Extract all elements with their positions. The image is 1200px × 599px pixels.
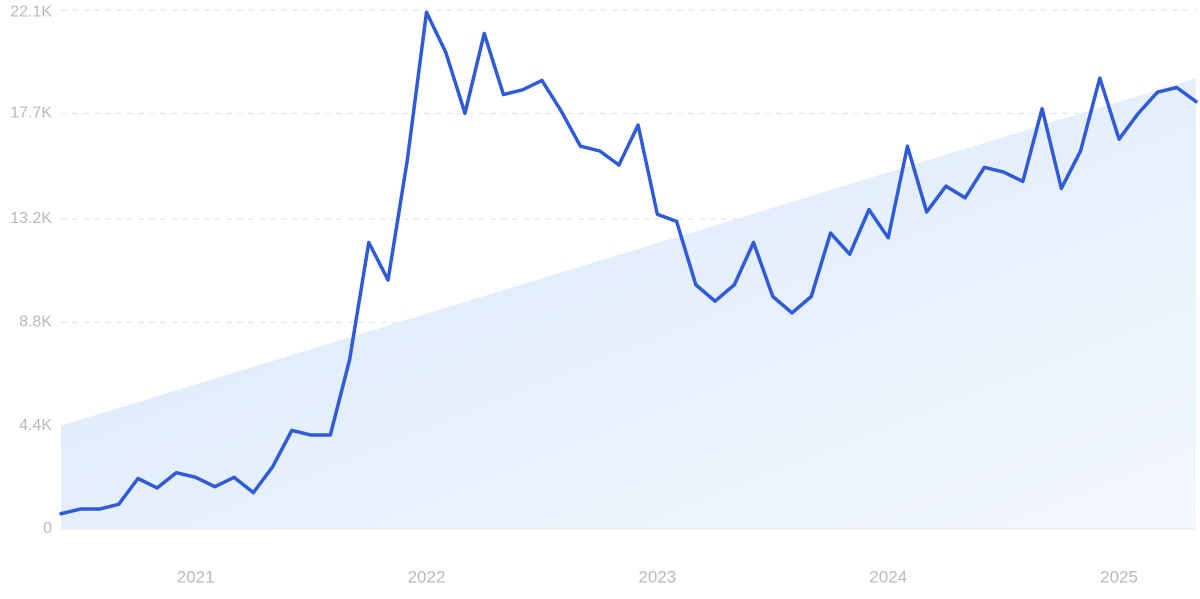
trend-area	[61, 78, 1196, 530]
y-tick-label: 0	[43, 520, 52, 537]
x-tick-label: 2024	[869, 567, 907, 586]
x-tick-label: 2023	[638, 567, 676, 586]
x-tick-label: 2022	[408, 567, 446, 586]
x-tick-label: 2021	[177, 567, 215, 586]
x-tick-label: 2025	[1100, 567, 1138, 586]
x-axis-ticks: 2021 2022 2023 2024 2025	[177, 567, 1138, 586]
y-tick-label: 8.8K	[19, 314, 52, 331]
y-tick-label: 4.4K	[19, 417, 52, 434]
series-line	[59, 10, 1198, 516]
y-tick-label: 22.1K	[10, 4, 52, 21]
y-tick-label: 13.2K	[10, 210, 52, 227]
y-tick-label: 17.7K	[10, 105, 52, 122]
y-axis-ticks: 0 4.4K 8.8K 13.2K 17.7K 22.1K	[10, 4, 52, 538]
